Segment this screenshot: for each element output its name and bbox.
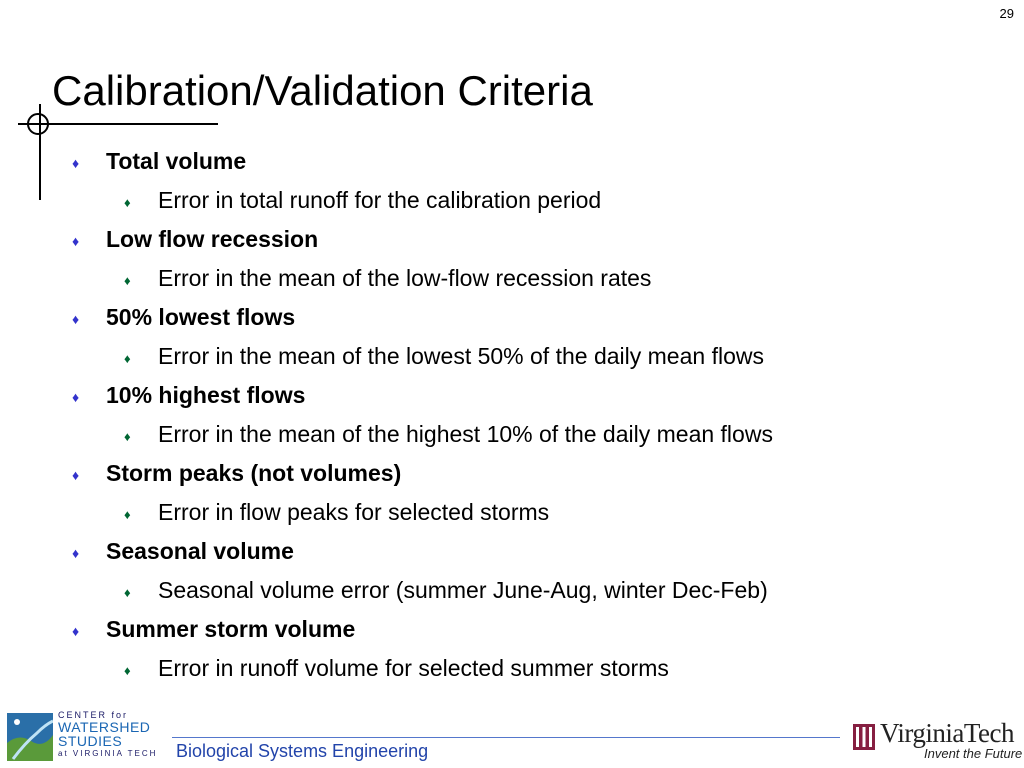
bullet-heading: ♦ Low flow recession [72, 224, 972, 263]
bullet-detail: ♦ Seasonal volume error (summer June-Aug,… [72, 575, 972, 614]
bullet-detail: ♦ Error in the mean of the highest 10% of… [72, 419, 972, 458]
bullet-detail-text: Error in flow peaks for selected storms [158, 499, 550, 525]
cws-line-center: CENTER for [58, 710, 129, 720]
diamond-bullet-icon: ♦ [72, 233, 80, 249]
footer-department: Biological Systems Engineering [176, 741, 429, 761]
bullet-heading-text: Summer storm volume [106, 616, 356, 642]
bullet-heading-text: Seasonal volume [106, 538, 294, 564]
bullet-detail-text: Error in total runoff for the calibratio… [158, 187, 602, 213]
title-decoration [18, 104, 218, 200]
bullet-detail-text: Error in the mean of the highest 10% of … [158, 421, 773, 447]
bullet-heading: ♦ Summer storm volume [72, 614, 972, 653]
bullet-detail-text: Error in runoff volume for selected summ… [158, 655, 669, 681]
virginia-tech-tagline: Invent the Future [924, 746, 1023, 761]
diamond-bullet-icon: ♦ [124, 351, 131, 366]
footer-divider [172, 737, 840, 738]
virginia-tech-crest-icon [853, 724, 875, 750]
bullet-detail: ♦ Error in the mean of the low-flow reces… [72, 263, 972, 302]
bullet-detail-text: Error in the mean of the lowest 50% of t… [158, 343, 764, 369]
cws-line-vt: at VIRGINIA TECH [58, 749, 158, 758]
cws-line-studies: STUDIES [58, 733, 123, 749]
bullet-heading-text: Storm peaks (not volumes) [106, 460, 402, 486]
diamond-bullet-icon: ♦ [72, 623, 80, 639]
bullet-list: ♦ Total volume ♦ Error in total runoff for… [72, 146, 972, 692]
slide-number: 29 [999, 6, 1014, 21]
diamond-bullet-icon: ♦ [72, 389, 80, 405]
slide-title: Calibration/Validation Criteria [52, 67, 593, 114]
diamond-bullet-icon: ♦ [124, 273, 131, 288]
bullet-detail: ♦ Error in the mean of the lowest 50% of … [72, 341, 972, 380]
diamond-bullet-icon: ♦ [72, 155, 80, 171]
diamond-bullet-icon: ♦ [72, 311, 80, 327]
cws-line-watershed: WATERSHED [58, 719, 151, 735]
bullet-heading-text: Low flow recession [106, 226, 319, 252]
bullet-heading: ♦ Seasonal volume [72, 536, 972, 575]
diamond-bullet-icon: ♦ [72, 467, 80, 483]
diamond-bullet-icon: ♦ [124, 507, 131, 522]
bullet-heading: ♦ Total volume [72, 146, 972, 185]
diamond-bullet-icon: ♦ [72, 545, 80, 561]
virginia-tech-wordmark: VirginiaTech [880, 718, 1014, 748]
diamond-bullet-icon: ♦ [124, 663, 131, 678]
bullet-detail-text: Error in the mean of the low-flow recess… [158, 265, 652, 291]
bullet-heading-text: Total volume [106, 148, 247, 174]
bullet-heading: ♦ 50% lowest flows [72, 302, 972, 341]
bullet-heading: ♦ Storm peaks (not volumes) [72, 458, 972, 497]
watershed-center-logo [7, 713, 53, 761]
bullet-detail-text: Seasonal volume error (summer June-Aug, … [158, 577, 768, 603]
bullet-heading-text: 10% highest flows [106, 382, 306, 408]
bullet-heading-text: 50% lowest flows [106, 304, 296, 330]
diamond-bullet-icon: ♦ [124, 429, 131, 444]
watershed-center-wordmark: CENTER for WATERSHED STUDIES at VIRGINIA… [58, 711, 157, 758]
diamond-bullet-icon: ♦ [124, 195, 131, 210]
diamond-bullet-icon: ♦ [124, 585, 131, 600]
bullet-detail: ♦ Error in runoff volume for selected sum… [72, 653, 972, 692]
bullet-heading: ♦ 10% highest flows [72, 380, 972, 419]
bullet-detail: ♦ Error in flow peaks for selected storms [72, 497, 972, 536]
bullet-detail: ♦ Error in total runoff for the calibrati… [72, 185, 972, 224]
